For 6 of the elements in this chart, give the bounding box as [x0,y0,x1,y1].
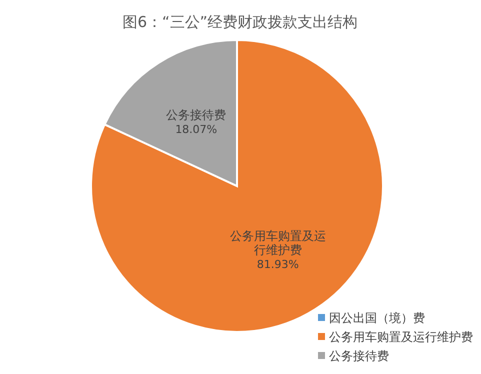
data-label: 公务用车购置及运行维护费 81.93% [228,229,327,272]
data-label: 公务接待费 18.07% [165,108,228,137]
legend-label: 因公出国（境）费 [329,311,425,325]
legend-label: 公务接待费 [329,349,389,363]
chart-title: 图6：“三公”经费财政拨款支出结构 [122,13,358,31]
legend-label: 公务用车购置及运行维护费 [329,330,473,344]
